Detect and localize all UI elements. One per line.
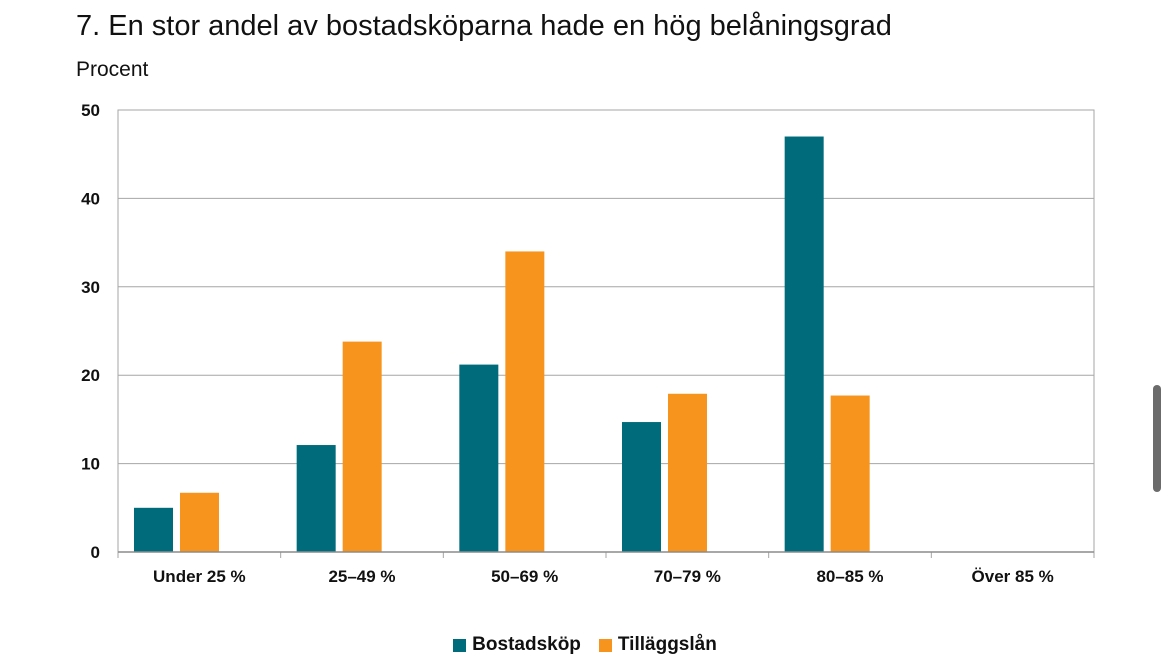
y-tick-label: 40 bbox=[81, 189, 100, 208]
legend-item-bostadskop: Bostadsköp bbox=[453, 634, 581, 656]
bar-bostadskop bbox=[784, 136, 824, 552]
legend-item-tillaggslan: Tilläggslån bbox=[598, 634, 717, 656]
bar-tillaggslan bbox=[830, 395, 870, 552]
legend-label-bostadskop: Bostadsköp bbox=[472, 634, 581, 655]
chart-legend: Bostadsköp Tilläggslån bbox=[0, 634, 1170, 656]
legend-label-tillaggslan: Tilläggslån bbox=[617, 634, 717, 655]
x-tick-label: 80–85 % bbox=[816, 567, 883, 586]
bar-bostadskop bbox=[134, 507, 173, 552]
y-tick-label: 0 bbox=[91, 543, 100, 562]
bar-tillaggslan bbox=[342, 341, 382, 552]
chart-title: 7. En stor andel av bostadsköparna hade … bbox=[76, 10, 892, 42]
chart-subtitle: Procent bbox=[76, 58, 149, 81]
bar-bostadskop bbox=[622, 422, 661, 552]
y-tick-label: 20 bbox=[81, 366, 100, 385]
x-tick-label: 25–49 % bbox=[328, 567, 395, 586]
bar-tillaggslan bbox=[505, 251, 545, 552]
legend-swatch-bostadskop bbox=[453, 638, 467, 652]
y-tick-label: 10 bbox=[81, 455, 100, 474]
bar-tillaggslan bbox=[180, 492, 219, 552]
bar-chart: 0 10 20 30 40 50 Under 25 % 25–49 % 50–69 % 70–79… bbox=[81, 101, 1095, 586]
x-tick-label: Över 85 % bbox=[972, 567, 1054, 586]
legend-swatch-tillaggslan bbox=[598, 638, 612, 652]
bar-bostadskop bbox=[459, 364, 499, 552]
y-tick-label: 30 bbox=[81, 278, 100, 297]
x-tick-label: 70–79 % bbox=[654, 567, 721, 586]
plot-area bbox=[117, 109, 1095, 553]
scrollbar-thumb[interactable] bbox=[1153, 385, 1161, 492]
x-tick-label: Under 25 % bbox=[153, 567, 246, 586]
x-tick-label: 50–69 % bbox=[491, 567, 558, 586]
bar-tillaggslan bbox=[668, 393, 707, 552]
bar-bostadskop bbox=[296, 445, 336, 552]
y-tick-label: 50 bbox=[81, 101, 100, 120]
